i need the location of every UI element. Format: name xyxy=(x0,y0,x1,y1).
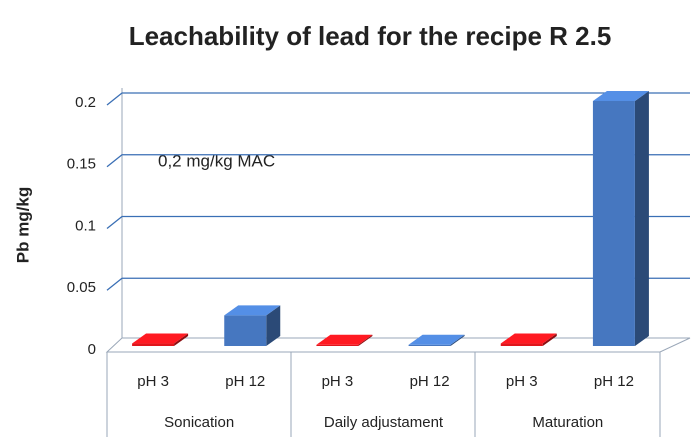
bar-front xyxy=(500,343,543,346)
annotation: 0,2 mg/kg MAC xyxy=(158,151,275,170)
bar-front xyxy=(316,344,359,346)
bar-front xyxy=(224,315,267,346)
bar-top xyxy=(316,334,373,345)
group-label: Sonication xyxy=(164,414,234,431)
chart-title: Leachability of lead for the recipe R 2.… xyxy=(129,21,612,51)
bar-side xyxy=(266,305,281,346)
grid-line xyxy=(106,277,690,291)
bar-front xyxy=(592,101,635,346)
bar-top xyxy=(132,333,189,344)
y-tick-label: 0 xyxy=(88,341,96,358)
x-tick-label: pH 3 xyxy=(506,373,538,390)
grid-line xyxy=(106,92,690,106)
bar-side xyxy=(358,334,373,346)
y-tick-label: 0.2 xyxy=(75,94,96,111)
floor-plane xyxy=(105,337,691,353)
y-tick-label: 0.05 xyxy=(67,279,96,296)
bar-front xyxy=(408,344,451,346)
bar-side xyxy=(174,333,189,346)
grid-line xyxy=(106,154,690,168)
bar-front xyxy=(132,343,175,346)
grid-line xyxy=(106,215,690,230)
y-tick-label: 0.1 xyxy=(75,217,96,234)
y-tick-label: 0.15 xyxy=(67,156,96,173)
x-tick-label: pH 3 xyxy=(322,373,354,390)
bar-side xyxy=(634,91,649,346)
floor xyxy=(105,88,691,437)
group-label: Maturation xyxy=(532,414,603,431)
group-label: Daily adjustament xyxy=(324,414,444,431)
bar-side xyxy=(450,334,465,346)
bar-top xyxy=(224,305,281,316)
x-tick-label: pH 12 xyxy=(410,373,450,390)
x-tick-label: pH 12 xyxy=(225,373,265,390)
bar-side xyxy=(542,333,557,346)
bar-top xyxy=(408,334,465,345)
bar-top xyxy=(500,333,557,344)
bar-top xyxy=(592,91,649,101)
x-tick-label: pH 12 xyxy=(594,373,634,390)
y-axis-label: Pb mg/kg xyxy=(13,187,32,264)
x-tick-label: pH 3 xyxy=(137,373,169,390)
